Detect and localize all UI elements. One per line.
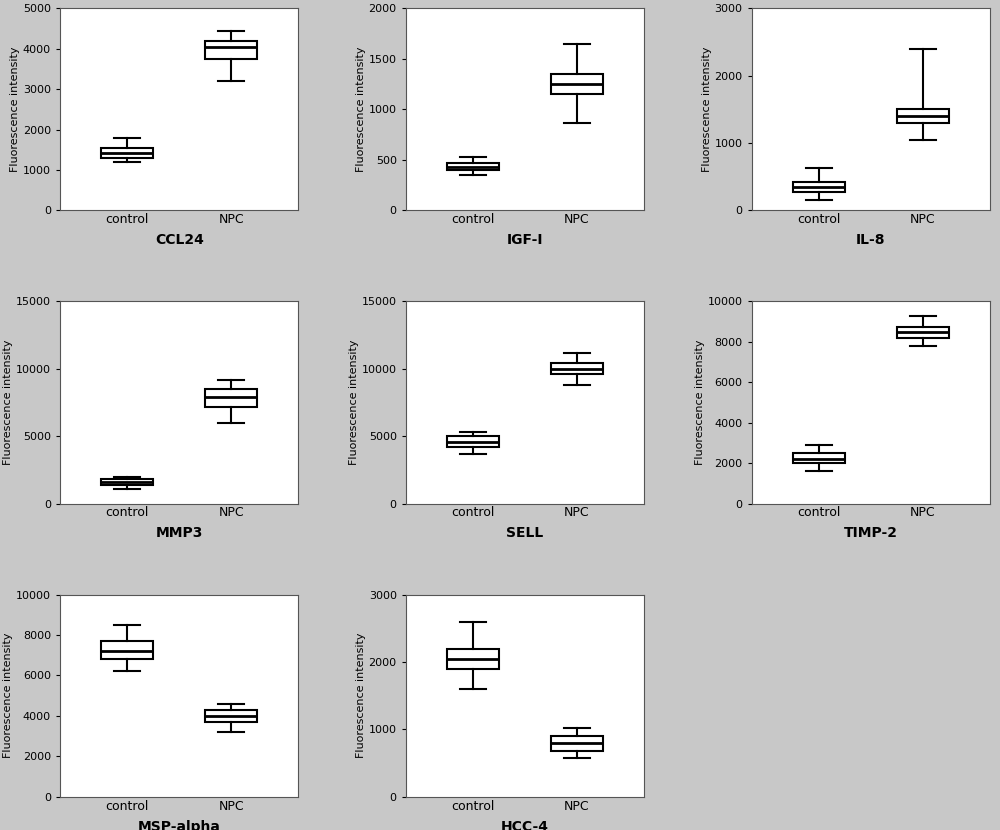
- Y-axis label: Fluorescence intensity: Fluorescence intensity: [349, 339, 359, 466]
- Y-axis label: Fluorescence intensity: Fluorescence intensity: [356, 46, 366, 172]
- PathPatch shape: [205, 710, 257, 722]
- X-axis label: MSP-alpha: MSP-alpha: [138, 819, 221, 830]
- PathPatch shape: [551, 74, 603, 95]
- PathPatch shape: [897, 327, 949, 338]
- Y-axis label: Fluorescence intensity: Fluorescence intensity: [3, 633, 13, 759]
- Y-axis label: Fluorescence intensity: Fluorescence intensity: [702, 46, 712, 172]
- X-axis label: CCL24: CCL24: [155, 233, 204, 247]
- PathPatch shape: [205, 389, 257, 407]
- PathPatch shape: [101, 641, 153, 659]
- Y-axis label: Fluorescence intensity: Fluorescence intensity: [3, 339, 13, 466]
- X-axis label: IL-8: IL-8: [856, 233, 886, 247]
- PathPatch shape: [101, 480, 153, 486]
- PathPatch shape: [793, 182, 845, 193]
- PathPatch shape: [897, 110, 949, 123]
- X-axis label: TIMP-2: TIMP-2: [844, 526, 898, 540]
- PathPatch shape: [447, 648, 499, 669]
- PathPatch shape: [205, 41, 257, 59]
- X-axis label: MMP3: MMP3: [156, 526, 203, 540]
- PathPatch shape: [551, 736, 603, 751]
- PathPatch shape: [101, 148, 153, 158]
- PathPatch shape: [793, 453, 845, 463]
- X-axis label: HCC-4: HCC-4: [501, 819, 549, 830]
- Y-axis label: Fluorescence intensity: Fluorescence intensity: [10, 46, 20, 172]
- Y-axis label: Fluorescence intensity: Fluorescence intensity: [695, 339, 705, 466]
- PathPatch shape: [447, 437, 499, 447]
- X-axis label: SELL: SELL: [506, 526, 544, 540]
- PathPatch shape: [551, 363, 603, 374]
- X-axis label: IGF-I: IGF-I: [507, 233, 543, 247]
- PathPatch shape: [447, 163, 499, 170]
- Y-axis label: Fluorescence intensity: Fluorescence intensity: [356, 633, 366, 759]
